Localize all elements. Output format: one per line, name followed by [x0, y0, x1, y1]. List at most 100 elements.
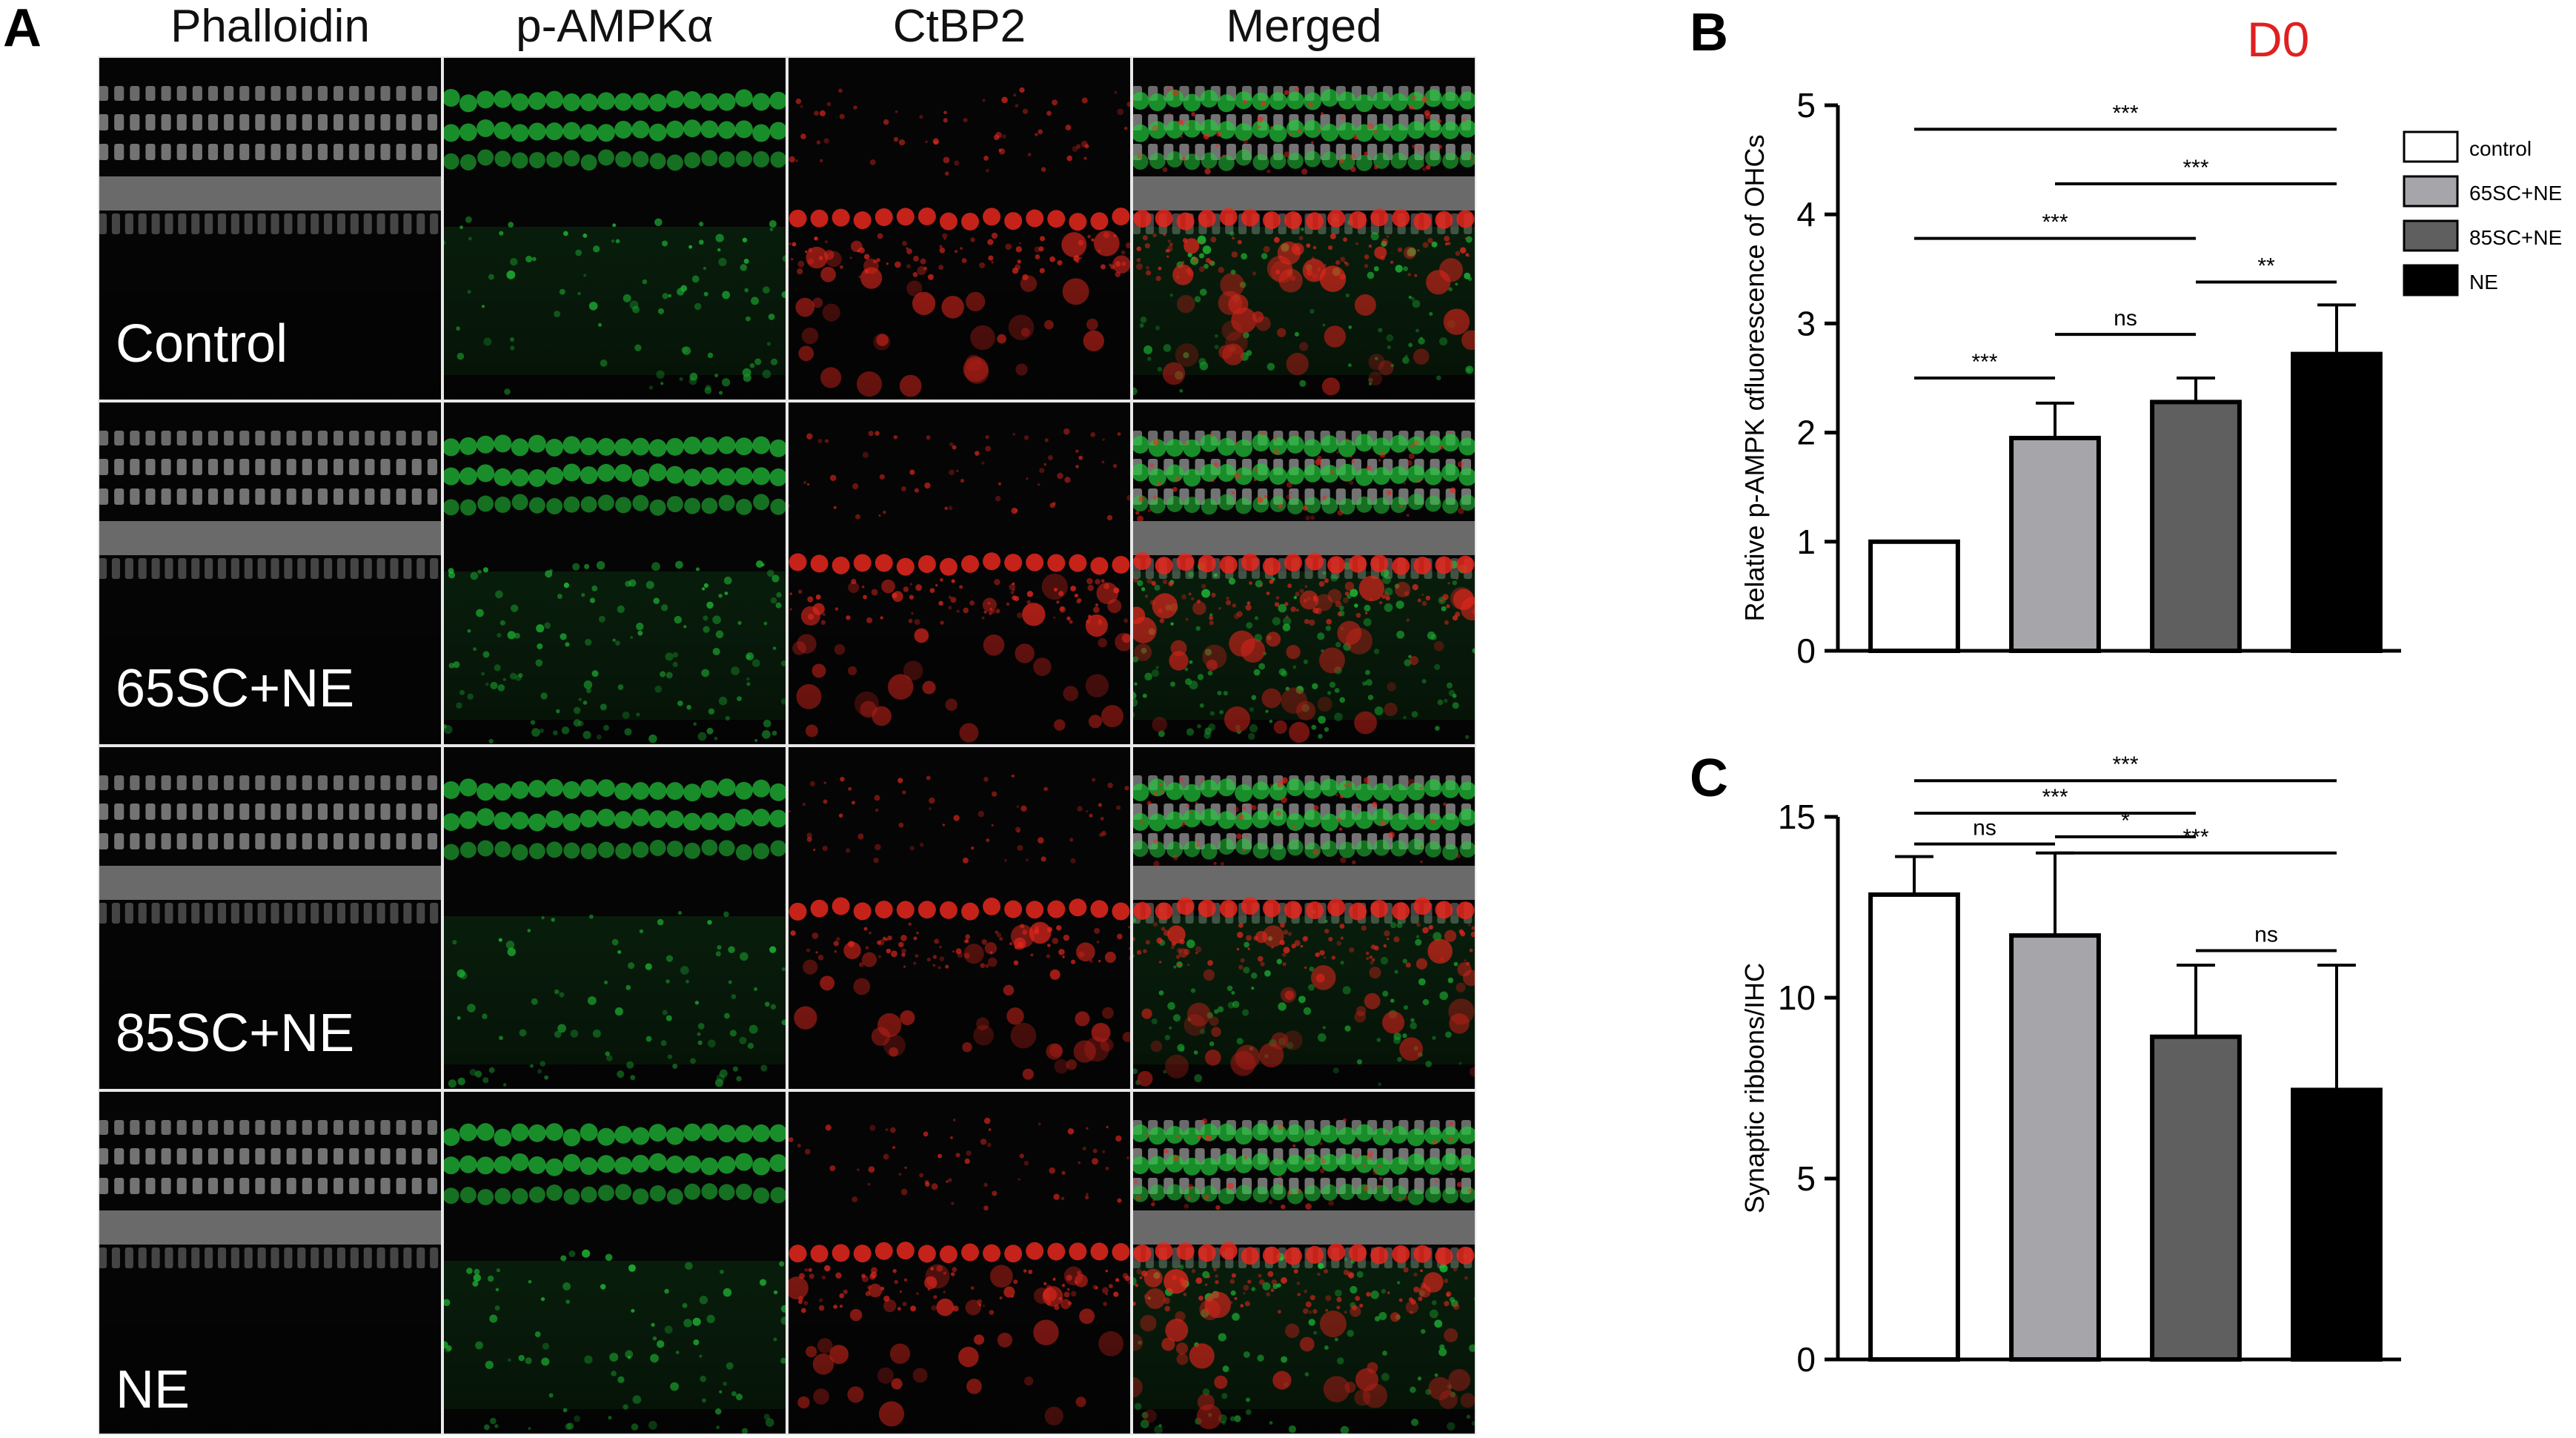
- cell-mark: [380, 86, 391, 101]
- speckle: [953, 815, 960, 821]
- cell-mark: [1133, 901, 1152, 920]
- cell-mark: [442, 89, 460, 107]
- speckle: [1417, 478, 1421, 483]
- bar-65sc-ne: [2009, 933, 2101, 1362]
- speckle: [1249, 581, 1252, 585]
- speckle: [1162, 232, 1166, 236]
- cell-mark: [1304, 1184, 1321, 1202]
- cell-mark: [1132, 91, 1149, 110]
- speckle: [1278, 1174, 1282, 1179]
- cell-mark: [1269, 495, 1287, 512]
- cell-mark: [442, 438, 460, 457]
- row-label: 65SC+NE: [116, 659, 354, 718]
- cell-mark: [176, 1120, 187, 1135]
- significance-label: ***: [2042, 211, 2068, 235]
- speckle: [838, 88, 843, 93]
- cell-mark: [1390, 497, 1407, 514]
- cell-mark: [769, 783, 787, 801]
- cell-mark: [165, 213, 173, 234]
- speckle: [874, 808, 879, 812]
- cell-mark: [430, 558, 439, 579]
- speckle: [1330, 469, 1335, 474]
- speckle: [946, 1180, 949, 1183]
- cell-mark: [1198, 554, 1216, 573]
- cell-mark: [459, 154, 477, 171]
- speckle: [829, 474, 837, 482]
- cell-border: [1132, 746, 1476, 1090]
- speckle: [1430, 818, 1436, 824]
- speckle: [1154, 584, 1161, 591]
- speckle: [1101, 830, 1106, 836]
- cell-mark: [416, 1248, 425, 1268]
- cell-mark: [1269, 124, 1287, 142]
- cell-mark: [286, 86, 296, 101]
- cell-mark: [528, 843, 545, 860]
- cell-mark: [580, 466, 598, 485]
- speckle: [1350, 153, 1356, 159]
- cell-mark: [192, 1178, 202, 1194]
- cell-border: [1132, 56, 1476, 401]
- speckle: [1025, 858, 1029, 862]
- speckle: [1080, 140, 1088, 148]
- cell-mark: [442, 781, 460, 799]
- cell-mark: [1166, 1154, 1184, 1173]
- cell-mark: [380, 488, 391, 505]
- speckle: [1464, 236, 1467, 239]
- cell-mark: [853, 1245, 872, 1263]
- micrograph-cell: [787, 56, 1132, 401]
- cell-mark: [411, 86, 422, 101]
- speckle: [919, 114, 923, 119]
- cell-mark: [1304, 464, 1322, 483]
- speckle: [685, 1262, 693, 1270]
- speckle: [1232, 236, 1235, 239]
- cell-mark: [130, 488, 140, 505]
- cell-mark: [336, 903, 346, 924]
- cell-mark: [511, 781, 529, 799]
- cell-mark: [1321, 1184, 1338, 1201]
- micrograph-content: [787, 774, 1132, 1090]
- cell-mark: [255, 114, 265, 130]
- cell-mark: [477, 464, 495, 483]
- cell-mark: [1441, 780, 1460, 798]
- cell-mark: [649, 839, 666, 856]
- cell-mark: [983, 1244, 1001, 1262]
- speckle: [1425, 165, 1431, 170]
- cell-border: [442, 1090, 787, 1435]
- speckle: [1184, 442, 1189, 446]
- cell-mark: [1413, 556, 1432, 574]
- panel-letter-c: C: [1690, 749, 1728, 808]
- speckle: [1315, 458, 1322, 465]
- speckle: [1101, 1150, 1106, 1153]
- cell-mark: [192, 833, 202, 849]
- speckle: [1378, 459, 1381, 462]
- cell-mark: [511, 1123, 529, 1142]
- speckle: [1147, 508, 1152, 513]
- cell-mark: [1349, 554, 1367, 573]
- cell-mark: [753, 150, 770, 168]
- cell-border: [98, 56, 442, 401]
- cell-mark: [615, 843, 632, 860]
- cell-mark: [1166, 439, 1184, 457]
- speckle: [1117, 1198, 1122, 1203]
- cell-mark: [1407, 1153, 1425, 1172]
- speckle: [829, 1165, 836, 1172]
- cell-mark: [983, 552, 1001, 571]
- speckle: [1141, 587, 1146, 592]
- cell-mark: [365, 114, 375, 130]
- cell-mark: [1441, 1153, 1460, 1171]
- speckle: [474, 1268, 480, 1275]
- cell-mark: [208, 1120, 219, 1135]
- speckle: [1343, 1269, 1350, 1276]
- cell-mark: [178, 1248, 187, 1268]
- cell-mark: [270, 144, 281, 160]
- bar-85sc-ne: [2150, 1034, 2242, 1362]
- cell-mark: [99, 213, 107, 234]
- speckle: [1261, 101, 1267, 107]
- speckle: [1018, 242, 1021, 245]
- cell-mark: [176, 804, 187, 820]
- cell-mark: [718, 1184, 735, 1201]
- cell-mark: [145, 431, 156, 445]
- cell-mark: [165, 1248, 173, 1268]
- cell-mark: [365, 804, 375, 820]
